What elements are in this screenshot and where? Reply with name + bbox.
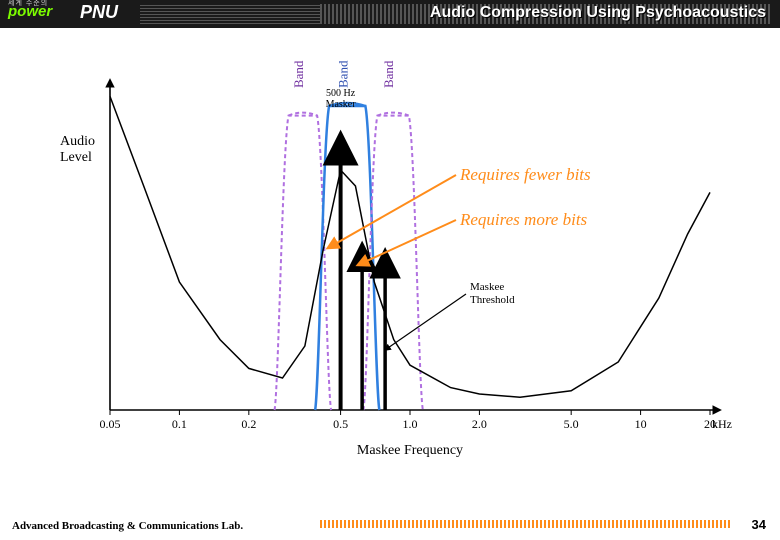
svg-text:0.2: 0.2 — [241, 417, 256, 431]
svg-text:Requires fewer bits: Requires fewer bits — [459, 165, 591, 184]
footer-bar: Advanced Broadcasting & Communications L… — [0, 514, 780, 534]
logo-power: power — [8, 3, 52, 20]
logo-pnu: PNU — [80, 2, 118, 23]
svg-text:Level: Level — [60, 150, 92, 165]
svg-text:0.05: 0.05 — [100, 417, 121, 431]
header-stripe-decor — [140, 4, 320, 24]
header-bar: 세계 수준의 power PNU Audio Compression Using… — [0, 0, 780, 28]
svg-text:Band n+1: Band n+1 — [381, 60, 396, 88]
svg-text:Requires more bits: Requires more bits — [459, 210, 588, 229]
slide-title: Audio Compression Using Psychoacoustics — [430, 4, 766, 22]
svg-text:0.5: 0.5 — [333, 417, 348, 431]
chart-svg: 0.050.10.20.51.02.05.01020kHzAudioLevelM… — [40, 60, 740, 480]
lab-name: Advanced Broadcasting & Communications L… — [12, 520, 243, 532]
footer-stripe-decor — [320, 520, 730, 528]
page-number: 34 — [752, 517, 766, 532]
svg-text:1.0: 1.0 — [403, 417, 418, 431]
svg-text:10: 10 — [635, 417, 647, 431]
svg-text:0.1: 0.1 — [172, 417, 187, 431]
svg-text:5.0: 5.0 — [564, 417, 579, 431]
svg-text:Band n: Band n — [335, 60, 350, 88]
svg-text:500 Hz: 500 Hz — [326, 88, 356, 99]
svg-text:Threshold: Threshold — [470, 294, 515, 306]
svg-text:Band n-1: Band n-1 — [291, 60, 306, 88]
svg-text:Maskee Frequency: Maskee Frequency — [357, 443, 463, 458]
psychoacoustic-chart: 0.050.10.20.51.02.05.01020kHzAudioLevelM… — [40, 60, 740, 480]
svg-text:Masker: Masker — [326, 99, 357, 110]
svg-text:2.0: 2.0 — [472, 417, 487, 431]
svg-text:Maskee: Maskee — [470, 281, 504, 293]
svg-text:Audio: Audio — [60, 134, 95, 149]
svg-text:kHz: kHz — [712, 417, 732, 431]
